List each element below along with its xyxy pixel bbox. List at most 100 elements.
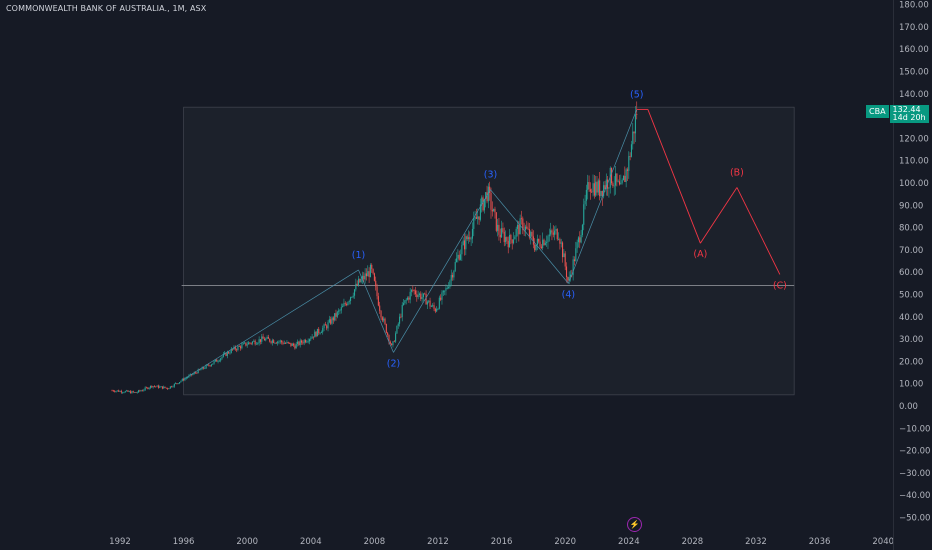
candle-body [217,361,219,362]
candle-body [287,341,289,343]
candle-body [346,304,348,306]
candle-body [396,325,398,334]
lightning-icon[interactable]: ⚡ [627,517,642,532]
candle-body [412,289,414,291]
candle-body [157,385,159,388]
candle-body [618,181,621,185]
candle-body [558,239,560,240]
candle-body [246,344,248,346]
candle-body [550,230,552,235]
candle-body [176,383,178,384]
candle-body [555,229,557,231]
candle-body [180,380,182,382]
candle-body [576,242,578,249]
candle-body [601,190,603,197]
candle-body [271,340,273,343]
candle-body [399,316,401,324]
candle-body [609,167,611,188]
candle-body [344,303,346,305]
candle-body [261,336,263,342]
candle-body [172,386,174,388]
candle-body [353,289,356,296]
projection-label: (A) [693,249,707,260]
candle-body [365,273,367,277]
wave-label: (2) [387,358,400,369]
candle-body [617,181,619,183]
candle-body [338,310,340,312]
candle-body [481,197,483,205]
candle-body [275,342,277,344]
candle-body [622,175,625,181]
candle-body [257,343,259,344]
candle-body [568,276,570,281]
candle-body [355,283,357,290]
candle-body [114,391,116,392]
candle-body [352,295,354,297]
candle-body [612,183,614,187]
candle-body [587,182,589,190]
candle-body [148,387,150,389]
candle-body [509,234,511,248]
y-tick-label: 0.00 [899,402,918,412]
candle-body [274,342,276,344]
candle-body [535,244,537,251]
candle-body [303,340,305,344]
candle-body [413,290,415,291]
candle-body [548,234,550,237]
candle-body [604,185,606,190]
candle-body [127,390,129,392]
x-tick-label: 2040 [872,537,894,547]
candle-body [225,352,227,356]
candle-body [629,156,631,157]
candle-body [463,240,466,250]
candle-body [279,340,281,342]
candle-body [540,246,542,249]
candle-body [479,204,481,220]
candle-body [361,275,364,280]
candle-body [539,241,541,247]
candle-body [456,258,458,263]
candle-body [297,341,299,344]
candle-body [585,189,587,201]
candle-body [421,297,423,300]
candle-body [446,287,448,289]
candle-body [143,389,145,391]
candle-body [608,187,610,189]
candle-body [591,191,593,193]
candle-body [510,234,512,240]
x-tick-label: 1996 [173,537,195,547]
y-tick-label: 110.00 [899,157,929,167]
candle-body [584,200,586,205]
candle-body [357,278,360,286]
candle-body [289,342,291,344]
candle-body [538,238,540,242]
candle-body [445,288,447,291]
candle-body [209,365,211,367]
candle-body [518,224,520,235]
candle-body [520,218,523,220]
candle-body [405,299,407,301]
candle-body [270,341,272,343]
candle-body [204,368,206,370]
y-tick-label: 90.00 [899,201,923,211]
candle-body [295,343,297,349]
wave-line [393,189,491,353]
candle-body [477,216,479,219]
y-tick-label: 50.00 [899,291,923,301]
candle-body [122,392,124,394]
candle-body [434,308,436,312]
candle-body [532,236,534,245]
candle-body [636,114,638,115]
candle-body [339,310,341,312]
candle-body [368,271,370,278]
x-tick-label: 2032 [745,537,767,547]
candle-body [461,245,463,255]
candle-body [140,390,142,392]
candle-body [151,385,153,388]
candle-body [605,179,607,190]
candle-body [282,342,284,344]
candle-body [134,392,136,393]
x-tick-label: 2020 [554,537,576,547]
candle-body [334,313,336,321]
